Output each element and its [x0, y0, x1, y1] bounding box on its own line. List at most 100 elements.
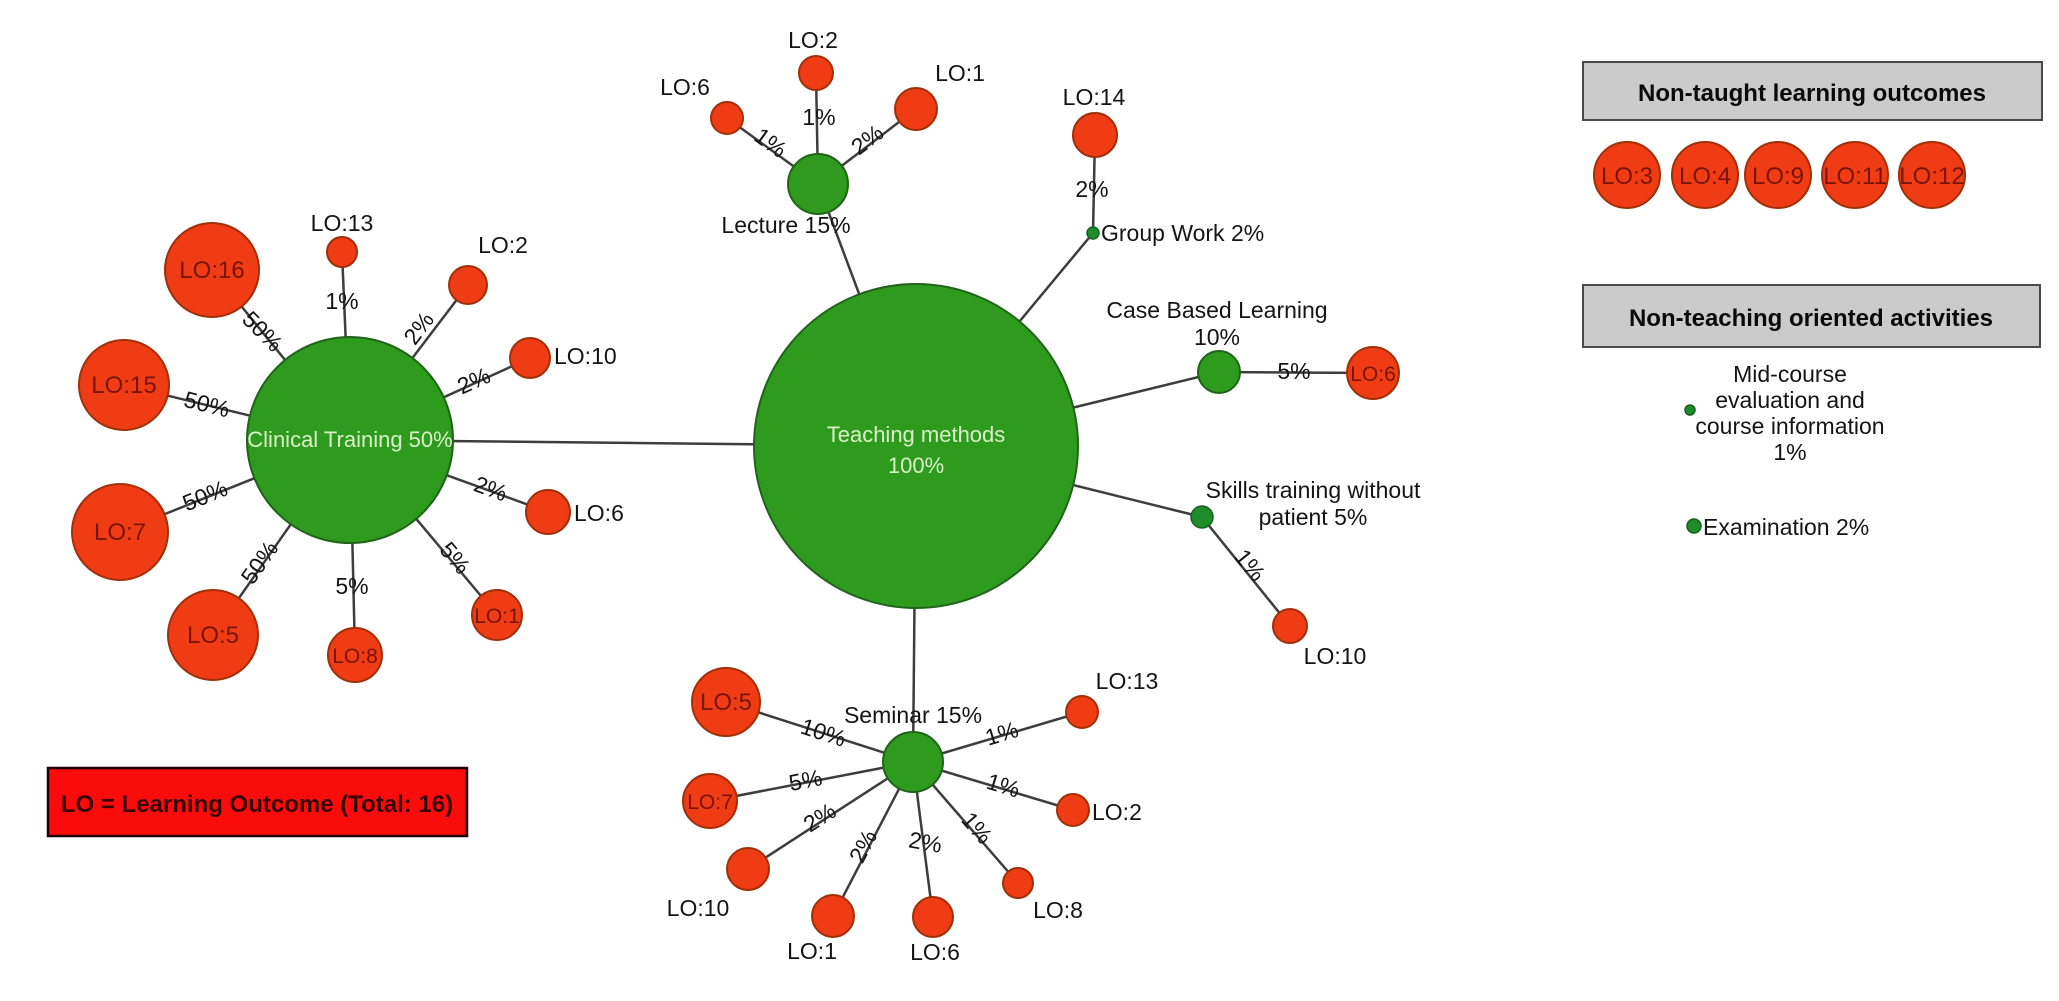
- seminar-label: Seminar 15%: [844, 702, 982, 728]
- edge-weight: 50%: [179, 475, 231, 516]
- lo-node: [327, 627, 383, 683]
- edge-weight: 1%: [802, 104, 835, 130]
- lo-label: LO:6: [1350, 363, 1396, 386]
- case-based-node: [1197, 350, 1241, 394]
- mid-course-label-line3: course information: [1695, 413, 1884, 439]
- edge-weight: 5%: [1277, 358, 1310, 384]
- skills-training-node: [1190, 505, 1214, 529]
- lo-label: LO:2: [1092, 799, 1142, 825]
- seminar-cluster: Seminar 15% LO:5 LO:7 LO:10 LO:1 LO:6 LO…: [667, 667, 1159, 965]
- group-work-node: [1086, 226, 1100, 240]
- case-based-label-line1: Case Based Learning: [1106, 297, 1327, 323]
- case-based-cluster: Case Based Learning 10% LO:6 5%: [1106, 297, 1400, 400]
- non-teaching-panel: Non-teaching oriented activities Mid-cou…: [1582, 284, 2041, 540]
- lo-node: [1346, 346, 1400, 400]
- lo-label: LO:5: [700, 689, 752, 716]
- lo-label: LO:9: [1752, 163, 1804, 190]
- non-taught-title: Non-taught learning outcomes: [1638, 80, 1986, 107]
- lo-label: LO:2: [478, 232, 528, 258]
- lo-label: LO:10: [554, 343, 617, 369]
- lo-node: [471, 589, 523, 641]
- edge: [1201, 516, 1291, 627]
- edge-weight: 2%: [907, 826, 944, 857]
- clinical-training-node: [246, 336, 454, 544]
- lo-node: [167, 589, 259, 681]
- lo-label: LO:5: [187, 622, 239, 649]
- lo-node: [1065, 695, 1099, 729]
- non-teaching-title: Non-teaching oriented activities: [1629, 305, 1993, 332]
- lo-node: [682, 773, 738, 829]
- mid-course-node: [1684, 404, 1696, 416]
- legend-box: [46, 766, 469, 838]
- lo-label: LO:12: [1899, 163, 1964, 190]
- edge: [747, 760, 914, 871]
- lo-node: [525, 489, 571, 535]
- skills-training-cluster: Skills training without patient 5% LO:10…: [1190, 477, 1421, 669]
- edge-weight: 5%: [787, 764, 825, 796]
- skills-label-line1: Skills training without: [1206, 477, 1421, 503]
- examination-label: Examination 2%: [1703, 514, 1869, 540]
- lo-label: LO:14: [1063, 84, 1126, 110]
- edge-weight: 1%: [325, 288, 358, 314]
- clinical-cluster: Clinical Training 50% LO:16 LO:13 LO:2 L…: [71, 210, 624, 683]
- edge-weight: 1%: [956, 807, 997, 849]
- teaching-methods-label-line1: Teaching methods: [827, 422, 1006, 447]
- lo-node: [1072, 112, 1118, 158]
- edge-weight: 2%: [1075, 176, 1108, 202]
- lecture-node: [787, 153, 849, 215]
- legend-label: LO = Learning Outcome (Total: 16): [61, 791, 453, 818]
- lo-node: [1002, 867, 1034, 899]
- examination-node: [1686, 518, 1702, 534]
- edge-weight: 1%: [982, 716, 1021, 751]
- edge-weight: 2%: [453, 362, 494, 399]
- lo-node: [1056, 793, 1090, 827]
- lo-label: LO:8: [332, 645, 378, 668]
- seminar-node: [882, 731, 944, 793]
- lo-node: [1744, 141, 1812, 209]
- lo-node: [798, 55, 834, 91]
- non-taught-title-box: [1582, 61, 2043, 121]
- lo-label: LO:6: [910, 939, 960, 965]
- group-work-label: Group Work 2%: [1101, 220, 1264, 246]
- lo-label: LO:7: [687, 791, 733, 814]
- lo-label: LO:16: [179, 257, 244, 284]
- edge-weight: 1%: [1230, 544, 1271, 586]
- lo-node: [448, 265, 488, 305]
- lo-label: LO:13: [1096, 668, 1159, 694]
- lo-label: LO:7: [94, 519, 146, 546]
- lo-label: LO:15: [91, 372, 156, 399]
- lo-node: [164, 222, 260, 318]
- lo-label: LO:6: [574, 500, 624, 526]
- lo-node: [1671, 141, 1739, 209]
- lo-node: [509, 337, 551, 379]
- lecture-label: Lecture 15%: [721, 212, 850, 238]
- lo-label: LO:1: [474, 605, 520, 628]
- teaching-methods-label-line2: 100%: [888, 453, 944, 478]
- lo-label: LO:6: [660, 74, 710, 100]
- lo-node: [326, 236, 358, 268]
- lo-label: LO:13: [311, 210, 374, 236]
- clinical-training-label: Clinical Training 50%: [247, 427, 452, 452]
- skills-label-line2: patient 5%: [1259, 504, 1368, 530]
- lo-node: [691, 667, 761, 737]
- lo-label: LO:1: [935, 60, 985, 86]
- lo-node: [1821, 141, 1889, 209]
- lo-node: [78, 339, 170, 431]
- lo-label: LO:10: [667, 895, 730, 921]
- edge: [709, 760, 914, 803]
- mid-course-label-line4: 1%: [1773, 439, 1806, 465]
- legend: LO = Learning Outcome (Total: 16): [46, 766, 469, 838]
- lo-label: LO:8: [1033, 897, 1083, 923]
- lo-node: [811, 894, 855, 938]
- mid-course-label-line2: evaluation and: [1715, 387, 1865, 413]
- group-work-cluster: Group Work 2% LO:14 2%: [1063, 84, 1265, 246]
- edge-weight: 50%: [181, 386, 232, 422]
- lo-node: [1898, 141, 1966, 209]
- mid-course-label-line1: Mid-course: [1733, 361, 1847, 387]
- lo-label: LO:4: [1679, 163, 1731, 190]
- lo-label: LO:3: [1601, 163, 1653, 190]
- edge-weight: 2%: [846, 119, 888, 160]
- lo-node: [726, 847, 770, 891]
